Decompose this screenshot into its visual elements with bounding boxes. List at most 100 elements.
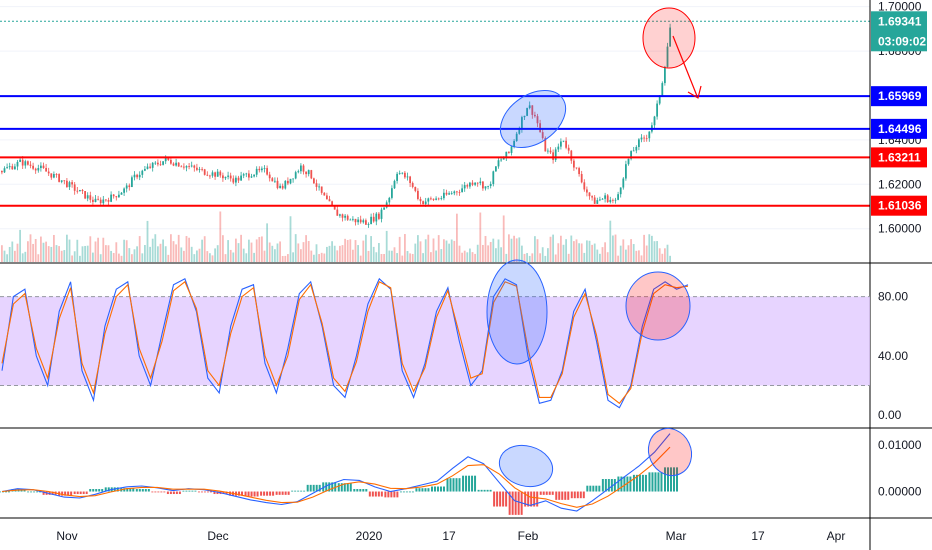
- candle-body: [237, 177, 240, 181]
- candle-body: [466, 185, 469, 187]
- candle-body: [198, 169, 201, 170]
- candle-body: [658, 95, 661, 104]
- macd-pane[interactable]: [0, 433, 678, 515]
- volume-bar: [266, 223, 268, 262]
- volume-bar: [175, 244, 177, 262]
- volume-bar: [281, 255, 284, 262]
- candle-body: [86, 195, 89, 199]
- volume-bar: [599, 253, 601, 262]
- macd-histogram-bar: [8, 491, 10, 493]
- candle-body: [536, 116, 539, 124]
- macd-histogram-bar: [101, 489, 104, 492]
- macd-histogram-bar: [79, 491, 82, 495]
- stochastic-axis[interactable]: 80.00 40.00 0.00: [878, 290, 908, 423]
- macd-histogram-bar: [408, 491, 411, 493]
- volume-bar: [292, 252, 294, 262]
- candle-body: [45, 168, 47, 172]
- volume-bar: [505, 253, 508, 262]
- ellipse-macd-red[interactable]: [641, 421, 699, 482]
- volume-bar: [310, 250, 313, 262]
- candle-body: [352, 218, 354, 220]
- stochastic-pane[interactable]: [0, 277, 870, 409]
- horizontal-lines[interactable]: [0, 95, 870, 207]
- candle-body: [162, 161, 164, 165]
- macd-histogram-bar: [474, 475, 477, 492]
- candle-body: [99, 199, 102, 204]
- candle-body: [193, 165, 196, 168]
- candle-body: [253, 174, 255, 177]
- candle-body: [232, 178, 235, 183]
- volume-bar: [206, 251, 209, 262]
- macd-histogram-bar: [489, 489, 492, 492]
- drawing-annotations[interactable]: [486, 7, 702, 493]
- volume-bar: [513, 235, 515, 262]
- candle-body: [105, 199, 107, 201]
- candle-body: [383, 207, 385, 210]
- macd-axis[interactable]: 0.01000 0.00000: [878, 438, 922, 498]
- volume-bar: [500, 247, 502, 262]
- volume-bar: [666, 244, 669, 262]
- volume-bar: [123, 239, 125, 262]
- ellipse-macd-blue[interactable]: [495, 440, 558, 493]
- horizontal-line-tag-label: 1.61036: [878, 199, 922, 213]
- candle-body: [526, 108, 528, 116]
- candle-body: [450, 193, 453, 195]
- volume-bar: [341, 245, 344, 262]
- volume-bar: [463, 250, 466, 262]
- volume-bar: [476, 244, 479, 262]
- macd-histogram-bar: [558, 491, 561, 500]
- macd-histogram-bar: [213, 491, 216, 495]
- ellipse-price-blue[interactable]: [490, 79, 577, 160]
- macd-axis-tick-label: 0.00000: [878, 485, 922, 499]
- price-pane[interactable]: [0, 6, 870, 262]
- macd-histogram-bar: [651, 472, 654, 492]
- macd-histogram-bar: [266, 491, 269, 496]
- macd-histogram-bar: [539, 491, 542, 495]
- macd-histogram-bar: [346, 483, 349, 492]
- candle-body: [372, 216, 375, 222]
- time-axis[interactable]: Nov Dec 2020 17 Feb Mar 17 Apr: [56, 529, 845, 543]
- candle-body: [297, 171, 300, 173]
- volume-bar: [365, 234, 367, 262]
- macd-histogram-bar: [5, 491, 7, 493]
- volume-bar: [352, 249, 354, 262]
- volume-bar: [180, 247, 183, 262]
- candle-body: [606, 195, 609, 203]
- volume-bar: [430, 252, 432, 262]
- ellipse-price-red[interactable]: [642, 7, 696, 69]
- macd-histogram-bar: [191, 490, 194, 492]
- macd-histogram-bar: [664, 467, 666, 492]
- macd-histogram-bar: [548, 491, 551, 495]
- volume-bar: [435, 250, 437, 262]
- candle-body: [656, 103, 658, 117]
- volume-bar: [508, 234, 510, 262]
- candle-body: [346, 215, 349, 220]
- volume-bar: [591, 244, 593, 262]
- volume-bar: [495, 248, 497, 262]
- ellipse-stoch-red[interactable]: [625, 271, 691, 341]
- volume-bar: [661, 253, 664, 262]
- stochastic-band: [0, 296, 870, 386]
- candle-body: [40, 165, 42, 169]
- macd-histogram-bar: [107, 487, 110, 492]
- volume-bar: [547, 248, 549, 262]
- price-axis-tick-label: 1.70000: [878, 0, 922, 14]
- ellipse-stoch-blue[interactable]: [486, 259, 548, 365]
- volume-bar: [58, 246, 60, 262]
- macd-histogram-bar: [623, 476, 626, 492]
- arrow-down-line[interactable]: [672, 35, 698, 97]
- candle-body: [445, 192, 448, 195]
- macd-histogram-bar: [471, 475, 474, 492]
- candle-body: [515, 133, 518, 141]
- candle-body: [528, 105, 531, 109]
- macd-histogram-bar: [166, 491, 169, 495]
- macd-histogram-bar: [76, 491, 79, 495]
- candle-body: [502, 157, 505, 160]
- candle-body: [331, 201, 333, 206]
- macd-histogram-bar: [418, 488, 421, 492]
- candle-body: [669, 27, 671, 47]
- candle-body: [159, 164, 162, 166]
- volume-bar: [86, 245, 89, 262]
- macd-histogram-bar: [405, 491, 408, 493]
